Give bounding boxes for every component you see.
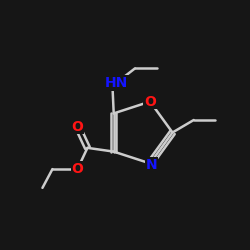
- Text: O: O: [72, 162, 84, 176]
- Text: HN: HN: [104, 76, 128, 90]
- Text: O: O: [144, 94, 156, 108]
- Text: N: N: [146, 158, 157, 172]
- Text: O: O: [72, 120, 84, 134]
